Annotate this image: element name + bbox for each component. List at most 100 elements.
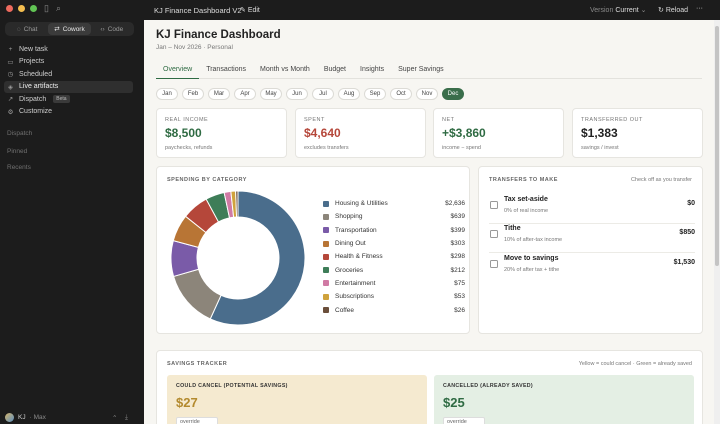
version-select[interactable]: Version Current ⌄ bbox=[590, 6, 646, 14]
section-recents[interactable]: Recents bbox=[7, 164, 31, 171]
sidebar-item-customize[interactable]: ⚙ Customize bbox=[4, 106, 133, 119]
edit-label: Edit bbox=[247, 7, 260, 14]
month-sep[interactable]: Sep bbox=[364, 88, 386, 100]
cancelled-box: CANCELLED (ALREADY SAVED) $25 override bbox=[434, 375, 694, 424]
more-menu-button[interactable]: ··· bbox=[696, 5, 703, 12]
transfer-checkbox[interactable] bbox=[490, 201, 498, 209]
transfer-checkbox[interactable] bbox=[490, 260, 498, 268]
sidebar-item-projects[interactable]: ▭ Projects bbox=[4, 56, 133, 69]
transfer-amount: $1,530 bbox=[673, 259, 695, 266]
month-dec[interactable]: Dec bbox=[442, 88, 464, 100]
user-name: KJ bbox=[18, 414, 26, 421]
transfer-name: Tithe bbox=[504, 225, 521, 232]
search-icon[interactable]: ⌕ bbox=[56, 3, 62, 13]
scrollbar[interactable] bbox=[714, 20, 720, 424]
month-apr[interactable]: Apr bbox=[234, 88, 256, 100]
cancelled-value: $25 bbox=[443, 395, 465, 410]
minimize-window-button[interactable] bbox=[18, 5, 25, 12]
window-controls bbox=[6, 5, 37, 12]
tab-super-savings[interactable]: Super Savings bbox=[398, 66, 444, 73]
month-jan[interactable]: Jan bbox=[156, 88, 178, 100]
pencil-icon: ✎ bbox=[240, 7, 248, 14]
legend-value: $75 bbox=[454, 279, 465, 287]
sidebar: ▯ ⌕ ◌ Chat ⇄ Cowork ‹› Code + New task ▭ Proj… bbox=[0, 0, 144, 424]
month-filter: Jan Feb Mar Apr May Jun Jul Aug Sep Oct … bbox=[156, 88, 464, 100]
folder-icon: ▭ bbox=[7, 58, 14, 66]
tab-month-vs-month[interactable]: Month vs Month bbox=[260, 66, 310, 73]
section-dispatch[interactable]: Dispatch bbox=[7, 130, 33, 137]
legend-swatch bbox=[323, 213, 329, 220]
legend-label: Subscriptions bbox=[335, 293, 375, 301]
savings-tracker-card: SAVINGS TRACKER Yellow = could cancel · … bbox=[156, 350, 703, 424]
kpi-sub: savings / invest bbox=[581, 145, 619, 151]
user-plan: · Max bbox=[29, 414, 46, 421]
legend-label: Transportation bbox=[335, 226, 377, 234]
cancelled-label: CANCELLED (ALREADY SAVED) bbox=[443, 383, 533, 389]
mode-switcher: ◌ Chat ⇄ Cowork ‹› Code bbox=[5, 22, 134, 36]
tab-budget[interactable]: Budget bbox=[323, 66, 346, 73]
close-window-button[interactable] bbox=[6, 5, 13, 12]
chat-icon: ◌ bbox=[16, 25, 21, 33]
page-title: KJ Finance Dashboard bbox=[156, 29, 281, 41]
spending-title: SPENDING BY CATEGORY bbox=[167, 177, 247, 183]
override-input[interactable]: override bbox=[176, 417, 218, 424]
scrollbar-thumb[interactable] bbox=[715, 26, 719, 266]
kpi-card-spent: SPENT $4,640 excludes transfers bbox=[295, 108, 426, 158]
mode-chat[interactable]: ◌ Chat bbox=[6, 23, 48, 35]
maximize-window-button[interactable] bbox=[30, 5, 37, 12]
kpi-label: NET bbox=[442, 117, 455, 123]
sidebar-item-dispatch[interactable]: ↗ Dispatch Beta bbox=[4, 93, 133, 106]
month-oct[interactable]: Oct bbox=[390, 88, 412, 100]
user-menu[interactable]: KJ · Max ⌃ ⤓ bbox=[5, 413, 135, 422]
could-cancel-box: COULD CANCEL (POTENTIAL SAVINGS) $27 ove… bbox=[167, 375, 427, 424]
legend-value: $298 bbox=[450, 253, 465, 261]
legend-swatch bbox=[323, 280, 329, 287]
spending-card: SPENDING BY CATEGORY Housing & Utilities… bbox=[156, 166, 470, 334]
legend-item: Coffee $26 bbox=[323, 303, 465, 316]
mode-code[interactable]: ‹› Code bbox=[91, 23, 133, 35]
month-nov[interactable]: Nov bbox=[416, 88, 438, 100]
donut-slice bbox=[209, 190, 306, 326]
transfer-checkbox[interactable] bbox=[490, 230, 498, 238]
kpi-value: $8,500 bbox=[165, 126, 202, 140]
gear-icon: ⚙ bbox=[7, 108, 14, 116]
version-value: Current bbox=[615, 7, 639, 14]
legend-value: $303 bbox=[450, 240, 465, 248]
transfer-item-tax: Tax set-aside 0% of real income $0 bbox=[489, 195, 695, 224]
month-jun[interactable]: Jun bbox=[286, 88, 308, 100]
legend-value: $53 bbox=[454, 293, 465, 301]
tab-transactions[interactable]: Transactions bbox=[206, 66, 246, 73]
legend-swatch bbox=[323, 240, 329, 247]
section-pinned[interactable]: Pinned bbox=[7, 148, 28, 155]
legend-item: Shopping $639 bbox=[323, 210, 465, 223]
month-may[interactable]: May bbox=[260, 88, 282, 100]
dispatch-icon: ↗ bbox=[7, 96, 14, 104]
tab-insights[interactable]: Insights bbox=[360, 66, 385, 73]
tab-overview[interactable]: Overview bbox=[156, 62, 200, 79]
legend-swatch bbox=[323, 293, 329, 300]
month-mar[interactable]: Mar bbox=[208, 88, 230, 100]
sidebar-toggle-icon[interactable]: ▯ bbox=[44, 3, 49, 13]
month-jul[interactable]: Jul bbox=[312, 88, 334, 100]
override-input[interactable]: override bbox=[443, 417, 485, 424]
reload-button[interactable]: ↻ Reload bbox=[658, 6, 688, 14]
transfer-desc: 0% of real income bbox=[504, 208, 549, 214]
sidebar-item-label: New task bbox=[19, 45, 48, 53]
chevron-up-icon[interactable]: ⌃ bbox=[112, 414, 118, 422]
sidebar-item-new-task[interactable]: + New task bbox=[4, 43, 133, 56]
mode-cowork[interactable]: ⇄ Cowork bbox=[48, 23, 91, 35]
sidebar-item-scheduled[interactable]: ◷ Scheduled bbox=[4, 68, 133, 81]
edit-button[interactable]: ✎ Edit bbox=[240, 6, 260, 14]
sidebar-item-live-artifacts[interactable]: ◈ Live artifacts bbox=[4, 80, 133, 93]
plus-icon: + bbox=[8, 45, 13, 53]
legend-item: Groceries $212 bbox=[323, 263, 465, 276]
spending-donut-chart bbox=[170, 190, 306, 326]
mode-label: Code bbox=[107, 25, 124, 33]
transfer-desc: 20% of after tax + tithe bbox=[504, 267, 560, 273]
artifact-title: KJ Finance Dashboard V2 bbox=[154, 6, 242, 15]
download-icon[interactable]: ⤓ bbox=[125, 413, 128, 421]
legend-item: Transportation $399 bbox=[323, 224, 465, 237]
month-feb[interactable]: Feb bbox=[182, 88, 204, 100]
month-aug[interactable]: Aug bbox=[338, 88, 360, 100]
legend-item: Health & Fitness $298 bbox=[323, 250, 465, 263]
